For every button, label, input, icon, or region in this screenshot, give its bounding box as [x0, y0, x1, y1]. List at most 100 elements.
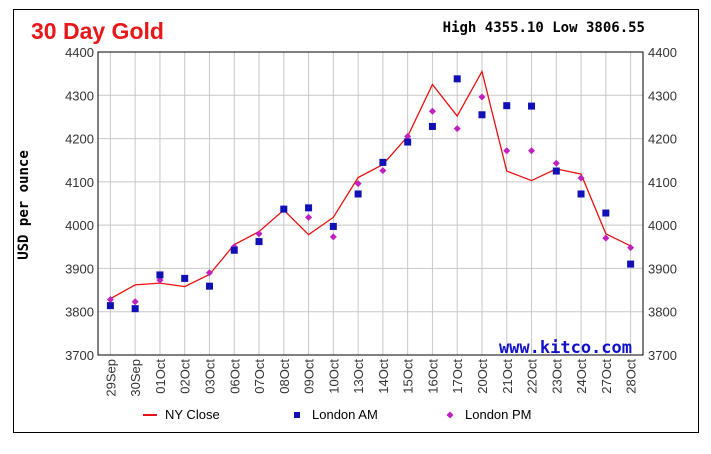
x-tick-label: 27Oct	[599, 359, 614, 394]
y-tick-label-left: 4400	[65, 45, 94, 60]
x-tick-label: 06Oct	[227, 359, 242, 394]
london-am-point	[404, 138, 412, 146]
right-y-ticks: 3700 3800 3900 4000 4100 4200 4300 4400	[648, 45, 677, 363]
x-tick-label: 09Oct	[302, 359, 317, 394]
london-pm-point	[478, 93, 486, 101]
london-am-point	[230, 246, 238, 254]
y-tick-label-right: 4100	[648, 175, 677, 190]
x-tick-label: 01Oct	[153, 359, 168, 394]
x-tick-label: 08Oct	[277, 359, 292, 394]
y-tick-label-right: 3900	[648, 261, 677, 276]
london-am-point	[577, 190, 585, 198]
y-tick-label-left: 4100	[65, 175, 94, 190]
london-pm-point	[627, 244, 635, 252]
y-tick-label-left: 3900	[65, 261, 94, 276]
london-am-point	[428, 122, 436, 130]
london-pm-point	[528, 147, 536, 155]
london-am-point	[354, 190, 362, 198]
legend-ny-close-label: NY Close	[165, 407, 220, 422]
london-am-point	[255, 238, 263, 246]
ny-close-line	[110, 69, 631, 300]
x-tick-label: 21Oct	[500, 359, 515, 394]
x-tick-label: 13Oct	[351, 359, 366, 394]
y-tick-label-right: 4400	[648, 45, 677, 60]
london-am-point	[478, 111, 486, 119]
watermark: www.kitco.com	[499, 338, 632, 358]
london-pm-point	[131, 298, 139, 306]
london-pm-point	[205, 269, 213, 277]
y-tick-label-left: 4000	[65, 218, 94, 233]
x-ticks: 29Sep 30Sep 01Oct 02Oct 03Oct 06Oct 07Oct 08Oct…	[103, 359, 638, 397]
london-pm-point	[453, 125, 461, 133]
london-am-point	[453, 75, 461, 83]
x-tick-label: 28Oct	[624, 359, 639, 394]
high-value: 4355.10	[484, 20, 544, 36]
legend-london-pm-label: London PM	[465, 407, 532, 422]
london-pm-point	[602, 234, 610, 242]
x-tick-label: 17Oct	[450, 359, 465, 394]
plot-border	[97, 51, 644, 356]
series-layer	[106, 69, 635, 313]
y-tick-label-left: 3700	[65, 348, 94, 363]
x-tick-label: 23Oct	[549, 359, 564, 394]
london-pm-point	[379, 167, 387, 175]
london-pm-point	[552, 159, 560, 167]
london-am-point	[181, 274, 189, 282]
high-label: High	[442, 20, 477, 36]
london-am-point	[205, 282, 213, 290]
london-am-point	[131, 305, 139, 313]
left-y-ticks: 3700 3800 3900 4000 4100 4200 4300 4400	[65, 45, 94, 363]
london-am-point	[602, 209, 610, 217]
high-low-summary: High 4355.10 Low 3806.55	[443, 20, 645, 36]
london-am-point	[305, 204, 313, 212]
legend: NY Close London AM London PM	[143, 407, 532, 422]
x-tick-label: 24Oct	[574, 359, 589, 394]
x-tick-label: 22Oct	[525, 359, 540, 394]
y-tick-label-left: 4200	[65, 132, 94, 147]
x-tick-label: 15Oct	[401, 359, 416, 394]
london-pm-point	[255, 230, 263, 238]
legend-london-pm-swatch	[446, 411, 454, 419]
london-am-point	[106, 302, 114, 310]
london-am-point	[379, 158, 387, 166]
low-value: 3806.55	[585, 20, 645, 36]
london-pm-point	[404, 132, 412, 140]
low-label: Low	[552, 20, 578, 36]
y-tick-label-right: 3800	[648, 305, 677, 320]
london-pm-point	[428, 107, 436, 115]
london-am-point	[528, 102, 536, 110]
london-pm-point	[577, 174, 585, 182]
london-pm-point	[354, 180, 362, 188]
x-tick-label: 10Oct	[326, 359, 341, 394]
chart-frame	[13, 9, 699, 433]
y-tick-label-right: 4200	[648, 132, 677, 147]
london-pm-point	[106, 296, 114, 304]
london-am-point	[329, 222, 337, 230]
x-tick-label: 30Sep	[128, 359, 143, 397]
london-am-point	[503, 102, 511, 110]
y-tick-label-left: 3800	[65, 305, 94, 320]
london-am-point	[627, 260, 635, 268]
x-tick-label: 03Oct	[202, 359, 217, 394]
grid-layer	[98, 51, 643, 356]
x-tick-label: 29Sep	[103, 359, 118, 397]
london-am-point	[280, 205, 288, 213]
x-tick-label: 16Oct	[425, 359, 440, 394]
chart-title: 30 Day Gold	[31, 18, 164, 44]
y-tick-label-left: 4300	[65, 88, 94, 103]
x-tick-label: 02Oct	[178, 359, 193, 394]
legend-london-am-label: London AM	[312, 407, 378, 422]
x-tick-label: 07Oct	[252, 359, 267, 394]
london-pm-point	[329, 233, 337, 241]
x-tick-label: 20Oct	[475, 359, 490, 394]
y-tick-label-right: 3700	[648, 348, 677, 363]
london-am-point	[156, 271, 164, 279]
y-tick-label-right: 4300	[648, 88, 677, 103]
y-tick-label-right: 4000	[648, 218, 677, 233]
x-tick-label: 14Oct	[376, 359, 391, 394]
london-am-point	[552, 167, 560, 175]
london-pm-point	[503, 147, 511, 155]
london-pm-point	[305, 213, 313, 221]
legend-london-am-swatch	[294, 412, 300, 418]
